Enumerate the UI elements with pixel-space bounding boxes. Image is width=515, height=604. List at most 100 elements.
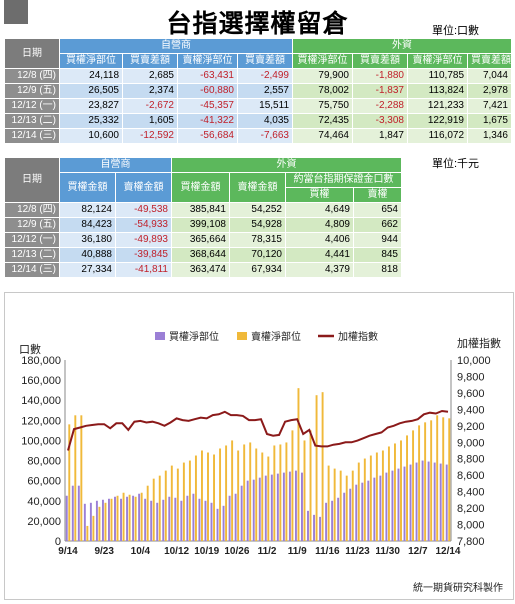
call-bar [162,499,165,541]
foreign-group-header: 外資 [292,38,512,54]
date-cell: 12/8 (四) [4,68,60,84]
value-cell: -2,288 [352,98,408,114]
value-cell: 2,374 [122,83,178,99]
put-bar [80,415,83,541]
date-cell: 12/13 (二) [4,247,60,263]
table-row: 12/8 (四) 82,124 -49,538 385,841 54,252 4,649 6… [4,202,402,218]
col-header: 買賣差額 [352,53,408,69]
call-bar [325,502,328,541]
legend-swatch-call [155,332,165,340]
put-bar [406,435,408,541]
put-bar [182,462,185,541]
call-bar [198,498,201,541]
call-bar [319,516,322,541]
value-cell: 7,421 [467,98,512,114]
x-tick-label: 11/23 [345,546,370,557]
value-cell: 82,124 [59,202,116,218]
legend-label-call: 買權淨部位 [169,330,219,343]
date-cell: 12/12 (一) [4,232,60,248]
call-bar [174,497,177,541]
foreign-group-header-2: 外資 [171,157,402,173]
date-cell: 12/9 (五) [4,217,60,233]
value-cell: 70,120 [229,247,286,263]
x-tick-label: 12/14 [435,546,460,557]
right-axis-label: 加權指數 [457,336,501,350]
call-bar [246,480,249,541]
x-tick-label: 11/2 [258,546,277,557]
put-bar [74,415,77,541]
value-cell: 26,505 [59,83,123,99]
date-cell: 12/14 (三) [4,262,60,278]
call-bar [276,473,279,541]
value-cell: 2,978 [467,83,512,99]
y2-tick-label: 8,600 [457,470,485,482]
y-tick-label: 80,000 [27,456,61,468]
y2-tick-label: 8,200 [457,503,485,515]
y-tick-label: 40,000 [27,496,61,508]
call-bar [294,470,297,541]
put-bar [339,470,342,541]
value-cell: 654 [353,202,402,218]
call-bar [65,495,68,541]
date-cell: 12/8 (四) [4,202,60,218]
put-bar [152,478,155,541]
put-bar [297,388,300,541]
put-bar [188,460,191,541]
value-cell: -41,322 [177,113,238,129]
call-bar [114,496,116,541]
value-cell: 1,847 [352,128,408,144]
put-bar [375,452,378,541]
put-bar [315,395,318,541]
value-cell: 4,649 [285,202,354,218]
value-cell: 1,346 [467,128,512,144]
table-row: 12/12 (一) 23,827 -2,672 -45,357 15,511 75,750… [4,98,512,114]
y2-tick-label: 9,400 [457,404,485,416]
value-cell: 79,900 [292,68,353,84]
call-bar [313,514,315,541]
put-bar [448,418,451,541]
corner-block [4,0,28,24]
call-bar [445,464,448,541]
value-cell: -45,357 [177,98,238,114]
call-bar [361,482,364,541]
legend-label-put: 賣權淨部位 [251,330,301,343]
value-cell: -39,845 [115,247,172,263]
page-title: 台指選擇權留倉 [166,10,349,38]
value-cell: 110,785 [407,68,468,84]
footer-credit: 統一期貨研究科製作 [413,581,503,594]
call-bar [409,464,412,541]
call-bar [433,462,436,541]
call-bar [415,462,418,541]
value-cell: 36,180 [59,232,116,248]
legend-label-index: 加權指數 [338,330,378,343]
put-bar [273,445,276,541]
y-tick-label: 20,000 [27,516,61,528]
col-header: 賣權淨部位 [407,53,468,69]
table-row: 12/8 (四) 24,118 2,685 -63,431 -2,499 79,900 -1… [4,68,512,84]
put-bar [430,420,433,541]
put-bar [345,475,348,541]
col-header: 買權金額 [59,172,116,203]
put-bar [207,452,209,541]
value-cell: 368,644 [171,247,230,263]
x-tick-label: 11/30 [375,546,400,557]
value-cell: -63,431 [177,68,238,84]
x-tick-label: 12/7 [408,546,428,557]
y-tick-label: 120,000 [21,415,61,427]
value-cell: -60,880 [177,83,238,99]
put-bar [285,442,288,541]
x-tick-label: 10/26 [224,546,249,557]
put-bar [436,415,439,541]
y-tick-label: 0 [55,536,61,548]
value-cell: 54,928 [229,217,286,233]
call-bar [355,484,358,541]
call-bar [126,496,129,541]
put-bar [321,392,324,541]
value-cell: 15,511 [237,98,293,114]
open-interest-chart: 口數 加權指數 0 20,000 40,000 60,000 80,000 100,000 12… [19,330,503,594]
value-cell: 944 [353,232,402,248]
call-bar [288,471,291,541]
call-bar [156,502,159,541]
put-bar [394,443,396,541]
x-tick-label: 9/14 [58,546,78,557]
